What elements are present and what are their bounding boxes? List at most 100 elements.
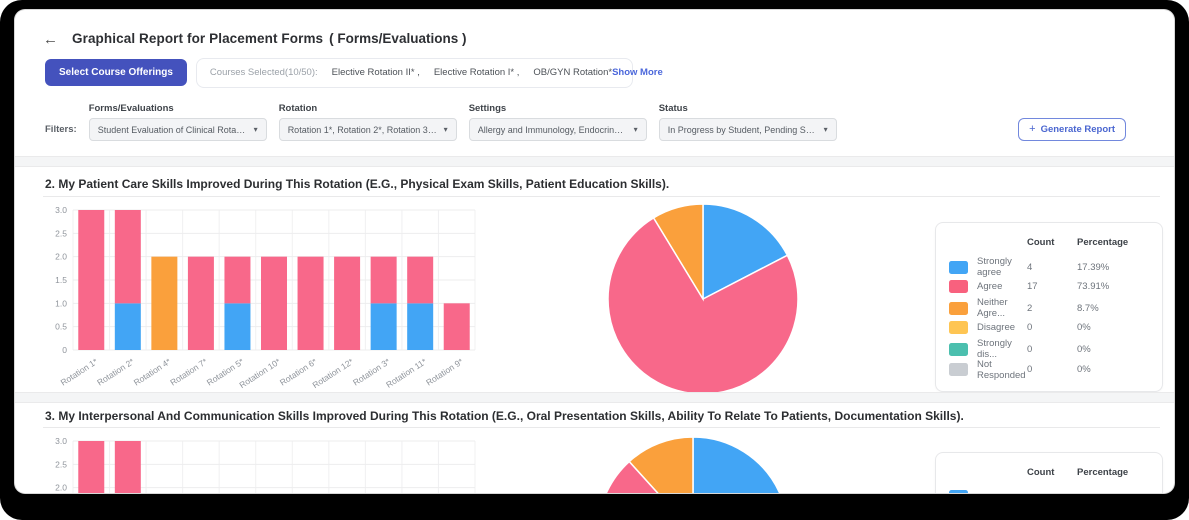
legend-header: Count Percentage: [949, 233, 1149, 256]
responses-pie-chart: [607, 203, 799, 395]
svg-text:2.5: 2.5: [55, 228, 67, 238]
courses-selected-box: Courses Selected(10/50): Elective Rotati…: [195, 57, 663, 88]
question-block-2: 2. My Patient Care Skills Improved Durin…: [15, 156, 1174, 395]
svg-text:Rotation 2*: Rotation 2*: [95, 356, 136, 388]
question-title: 3. My Interpersonal And Communication Sk…: [45, 409, 964, 423]
legend-row: Strongly dis... 0 0%: [949, 338, 1149, 360]
legend-color-swatch: [949, 260, 968, 274]
svg-text:0.5: 0.5: [55, 322, 67, 332]
chevron-down-icon: ▾: [633, 125, 638, 134]
legend-rows: Strongly agree 4 17.39% Agree 17 73.91% Neithe…: [949, 256, 1149, 381]
legend-percentage-header: Percentage: [1077, 467, 1129, 478]
legend-count: 4: [1027, 261, 1033, 273]
svg-text:3.0: 3.0: [55, 205, 67, 215]
legend-label: Disagree: [977, 322, 1016, 334]
legend-header: Count Percentage: [949, 463, 1149, 486]
legend-count: 0: [1027, 364, 1033, 375]
legend-label: Neither Agre...: [977, 297, 1008, 319]
legend-color-swatch: [949, 342, 968, 356]
question-rule: [43, 427, 1160, 428]
generate-report-button[interactable]: + Generate Report: [1018, 118, 1126, 141]
svg-text:Rotation 11*: Rotation 11*: [384, 356, 429, 390]
select-course-offerings-button[interactable]: Select Course Offerings: [45, 59, 187, 86]
rotation-dropdown[interactable]: Rotation 1*, Rotation 2*, Rotation 3*, R…: [278, 118, 457, 141]
course-name: Elective Rotation I* ,: [433, 67, 520, 78]
svg-text:Rotation 9*: Rotation 9*: [424, 356, 465, 388]
page-header: ← Graphical Report for Placement Forms ( …: [43, 30, 466, 48]
svg-text:Rotation 7*: Rotation 7*: [168, 356, 209, 388]
legend-count: 2: [1027, 302, 1033, 314]
svg-text:2.5: 2.5: [55, 459, 67, 469]
section-divider: [15, 156, 1174, 167]
svg-text:2.0: 2.0: [55, 252, 67, 262]
legend-percentage: 17.39%: [1077, 261, 1110, 273]
filter-forms-evaluations: Forms/Evaluations Student Evaluation of …: [88, 103, 267, 141]
legend-row: Not Responded 0 0%: [949, 358, 1149, 381]
svg-text:1.5: 1.5: [55, 275, 67, 285]
legend-row: Neither Agre... 2 8.7%: [949, 297, 1149, 319]
settings-dropdown[interactable]: Allergy and Immunology, Endocrinology,..…: [468, 118, 647, 141]
svg-text:3.0: 3.0: [55, 436, 67, 446]
svg-text:2.0: 2.0: [55, 483, 67, 493]
generate-report-label: Generate Report: [1040, 124, 1115, 135]
settings-dropdown-value: Allergy and Immunology, Endocrinology,..…: [477, 124, 628, 135]
legend-percentage-header: Percentage: [1077, 237, 1129, 248]
chevron-down-icon: ▾: [443, 125, 448, 134]
legend-card: Count Percentage: [935, 452, 1163, 493]
course-selection-row: Select Course Offerings Courses Selected…: [45, 57, 663, 88]
legend-count: 0: [1027, 322, 1033, 334]
legend-percentage: 0%: [1077, 343, 1091, 355]
question-block-3: 3. My Interpersonal And Communication Sk…: [15, 392, 1174, 493]
course-name: Elective Rotation II* ,: [331, 67, 420, 78]
filters-row: Filters: Forms/Evaluations Student Evalu…: [45, 103, 1126, 141]
legend-label: Agree: [977, 281, 1003, 293]
legend-color-swatch: [949, 363, 968, 376]
report-page: ← Graphical Report for Placement Forms ( …: [15, 10, 1174, 493]
back-arrow-icon[interactable]: ←: [43, 30, 58, 48]
filter-settings: Settings Allergy and Immunology, Endocri…: [468, 103, 647, 141]
legend-percentage: 8.7%: [1077, 302, 1099, 314]
legend-count-header: Count: [1027, 467, 1055, 478]
legend-percentage: 73.91%: [1077, 281, 1110, 293]
legend-row: Strongly agree 4 17.39%: [949, 256, 1149, 278]
filter-label-forms-evaluations: Forms/Evaluations: [88, 103, 174, 114]
legend-label: Not Responded: [977, 358, 1026, 381]
legend-color-swatch: [949, 321, 968, 335]
filter-rotation: Rotation Rotation 1*, Rotation 2*, Rotat…: [278, 103, 457, 141]
chevron-down-icon: ▾: [253, 125, 258, 134]
legend-percentage: 0%: [1077, 322, 1091, 334]
legend-row: [949, 486, 1149, 493]
svg-text:Rotation 12*: Rotation 12*: [310, 356, 355, 390]
question-title: 2. My Patient Care Skills Improved Durin…: [45, 177, 670, 191]
legend-percentage: 0%: [1077, 364, 1091, 375]
filter-label-settings: Settings: [468, 103, 507, 114]
legend-color-swatch: [949, 301, 968, 315]
courses-selected-label: Courses Selected(10/50):: [209, 67, 318, 78]
rotation-dropdown-value: Rotation 1*, Rotation 2*, Rotation 3*, R…: [287, 124, 438, 135]
svg-text:Rotation 1*: Rotation 1*: [59, 356, 100, 388]
filters-label: Filters:: [45, 124, 77, 135]
forms-evaluations-dropdown[interactable]: Student Evaluation of Clinical Rotation …: [88, 118, 267, 141]
legend-count-header: Count: [1027, 237, 1055, 248]
page-title: Graphical Report for Placement Forms: [72, 31, 324, 46]
plus-icon: +: [1029, 123, 1036, 135]
responses-pie-chart: [605, 436, 781, 493]
svg-text:Rotation 10*: Rotation 10*: [237, 356, 282, 390]
legend-count: 0: [1027, 343, 1033, 355]
chevron-down-icon: ▾: [823, 125, 828, 134]
status-dropdown[interactable]: In Progress by Student, Pending School .…: [658, 118, 837, 141]
legend-card: Count Percentage Strongly agree 4 17.39% Ag…: [935, 222, 1163, 392]
section-divider: [15, 392, 1174, 403]
show-more-link[interactable]: Show More: [612, 67, 663, 78]
legend-label: Strongly dis...: [977, 338, 1012, 360]
question-rule: [43, 196, 1160, 197]
legend-row: Agree 17 73.91%: [949, 277, 1149, 298]
status-dropdown-value: In Progress by Student, Pending School .…: [667, 124, 818, 135]
page-subtitle: ( Forms/Evaluations ): [329, 31, 467, 46]
legend-label: Strongly agree: [977, 256, 1012, 278]
course-name: OB/GYN Rotation*: [533, 67, 613, 78]
svg-text:0: 0: [62, 345, 67, 355]
